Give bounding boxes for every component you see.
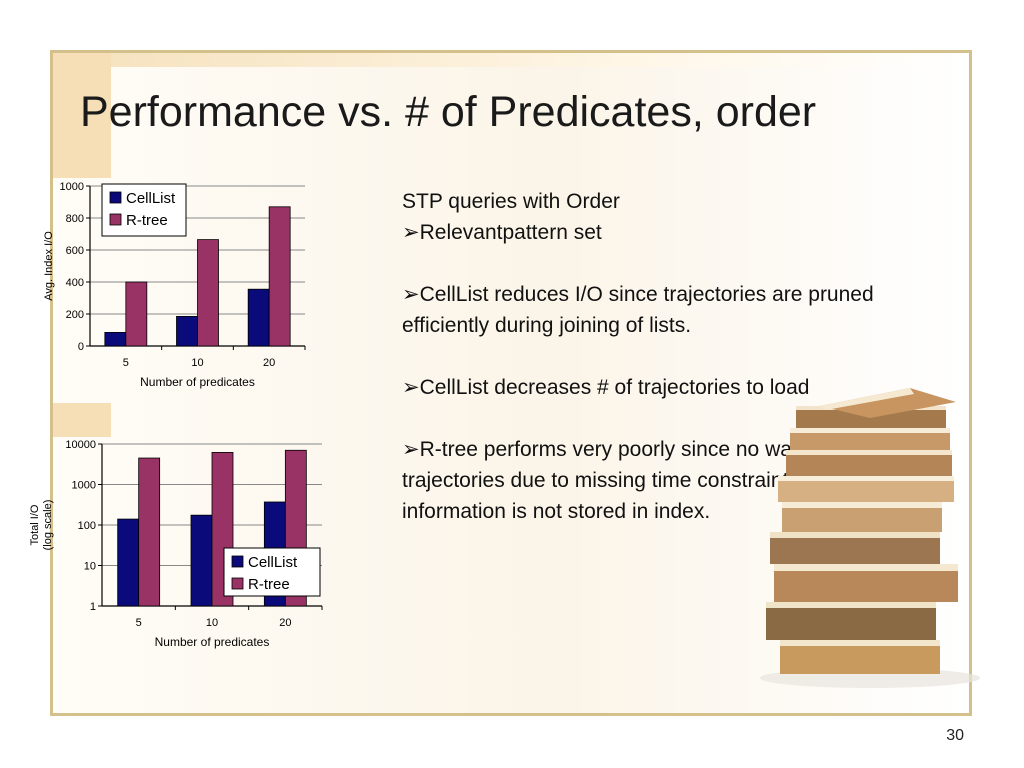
decorative-small-block — [53, 403, 111, 437]
x-tick-label: 20 — [263, 357, 275, 369]
legend-label: R-tree — [126, 212, 168, 229]
book-stack-image — [760, 388, 980, 688]
x-tick-label: 20 — [279, 617, 291, 629]
y-tick-label: 600 — [66, 245, 84, 257]
decorative-top-strip — [111, 53, 969, 67]
y-tick-label: 1000 — [72, 480, 96, 492]
y-tick-label: 1000 — [60, 181, 84, 193]
y-tick-label: 100 — [78, 520, 96, 532]
bullet-marker-icon: ➢ — [402, 283, 420, 306]
bar-r-tree — [197, 239, 219, 347]
y-tick-label: 10 — [84, 561, 96, 573]
y-tick-label: 200 — [66, 309, 84, 321]
bullet-text: Relevantpattern set — [419, 221, 602, 244]
bar-celllist — [247, 288, 270, 347]
body-heading: STP queries with Order — [402, 190, 620, 213]
y-axis-label: Total I/O — [29, 504, 41, 545]
bar-celllist — [176, 315, 198, 347]
x-axis-label: Number of predicates — [155, 635, 270, 649]
bar-r-tree — [268, 206, 291, 347]
bullet-marker-icon: ➢ — [402, 376, 420, 399]
bullet-marker-icon: ➢ — [402, 438, 420, 461]
legend-swatch-r-tree — [109, 213, 122, 226]
legend-label: R-tree — [248, 576, 290, 593]
bar-r-tree — [125, 281, 148, 347]
x-axis-label: Number of predicates — [140, 375, 255, 389]
y-axis-label: Avg. Index I/O — [43, 231, 55, 301]
bullet-item-3: ➢CellList decreases # of trajectories to… — [402, 372, 962, 403]
legend-swatch-celllist — [109, 191, 122, 204]
page-number: 30 — [946, 727, 964, 744]
legend-swatch-r-tree — [231, 577, 244, 590]
bar-celllist — [190, 514, 213, 607]
x-tick-label: 5 — [123, 357, 129, 369]
legend-swatch-celllist — [231, 555, 244, 568]
legend-label: CellList — [126, 190, 176, 207]
x-tick-label: 5 — [136, 617, 142, 629]
bar-celllist — [104, 331, 127, 347]
x-tick-label: 10 — [191, 357, 203, 369]
y-tick-label: 400 — [66, 277, 84, 289]
total-io-log-chart: 1 10 100 1000 10000 5 10 20 Number of predicates… — [29, 439, 323, 649]
decorative-corner-block — [53, 53, 111, 178]
bullet-text: CellList reduces I/O since trajectories … — [402, 283, 874, 337]
bullet-item-4: ➢R-tree performs very poorly since no wa… — [402, 434, 962, 527]
slide-title: Performance vs. # of Predicates, order — [80, 88, 817, 136]
legend-label: CellList — [248, 554, 298, 571]
bullet-text: CellList decreases # of trajectories to … — [419, 376, 810, 399]
y-axis-label: (log scale) — [42, 500, 54, 551]
bullet-item-2: ➢CellList reduces I/O since trajectories… — [402, 279, 962, 341]
bullet-marker-icon: ➢ — [402, 221, 420, 244]
slide-body: STP queries with Order ➢Relevantpattern … — [402, 186, 962, 527]
bar-r-tree — [138, 457, 161, 607]
bullet-item-1: ➢Relevantpattern set — [402, 217, 962, 248]
y-tick-label: 1 — [90, 601, 96, 613]
x-tick-label: 10 — [206, 617, 218, 629]
y-tick-label: 800 — [66, 213, 84, 225]
bar-celllist — [117, 518, 140, 607]
bullet-text: R-tree performs very poorly since no way… — [402, 438, 886, 523]
y-tick-label: 0 — [78, 341, 84, 353]
y-tick-label: 10000 — [65, 439, 96, 451]
